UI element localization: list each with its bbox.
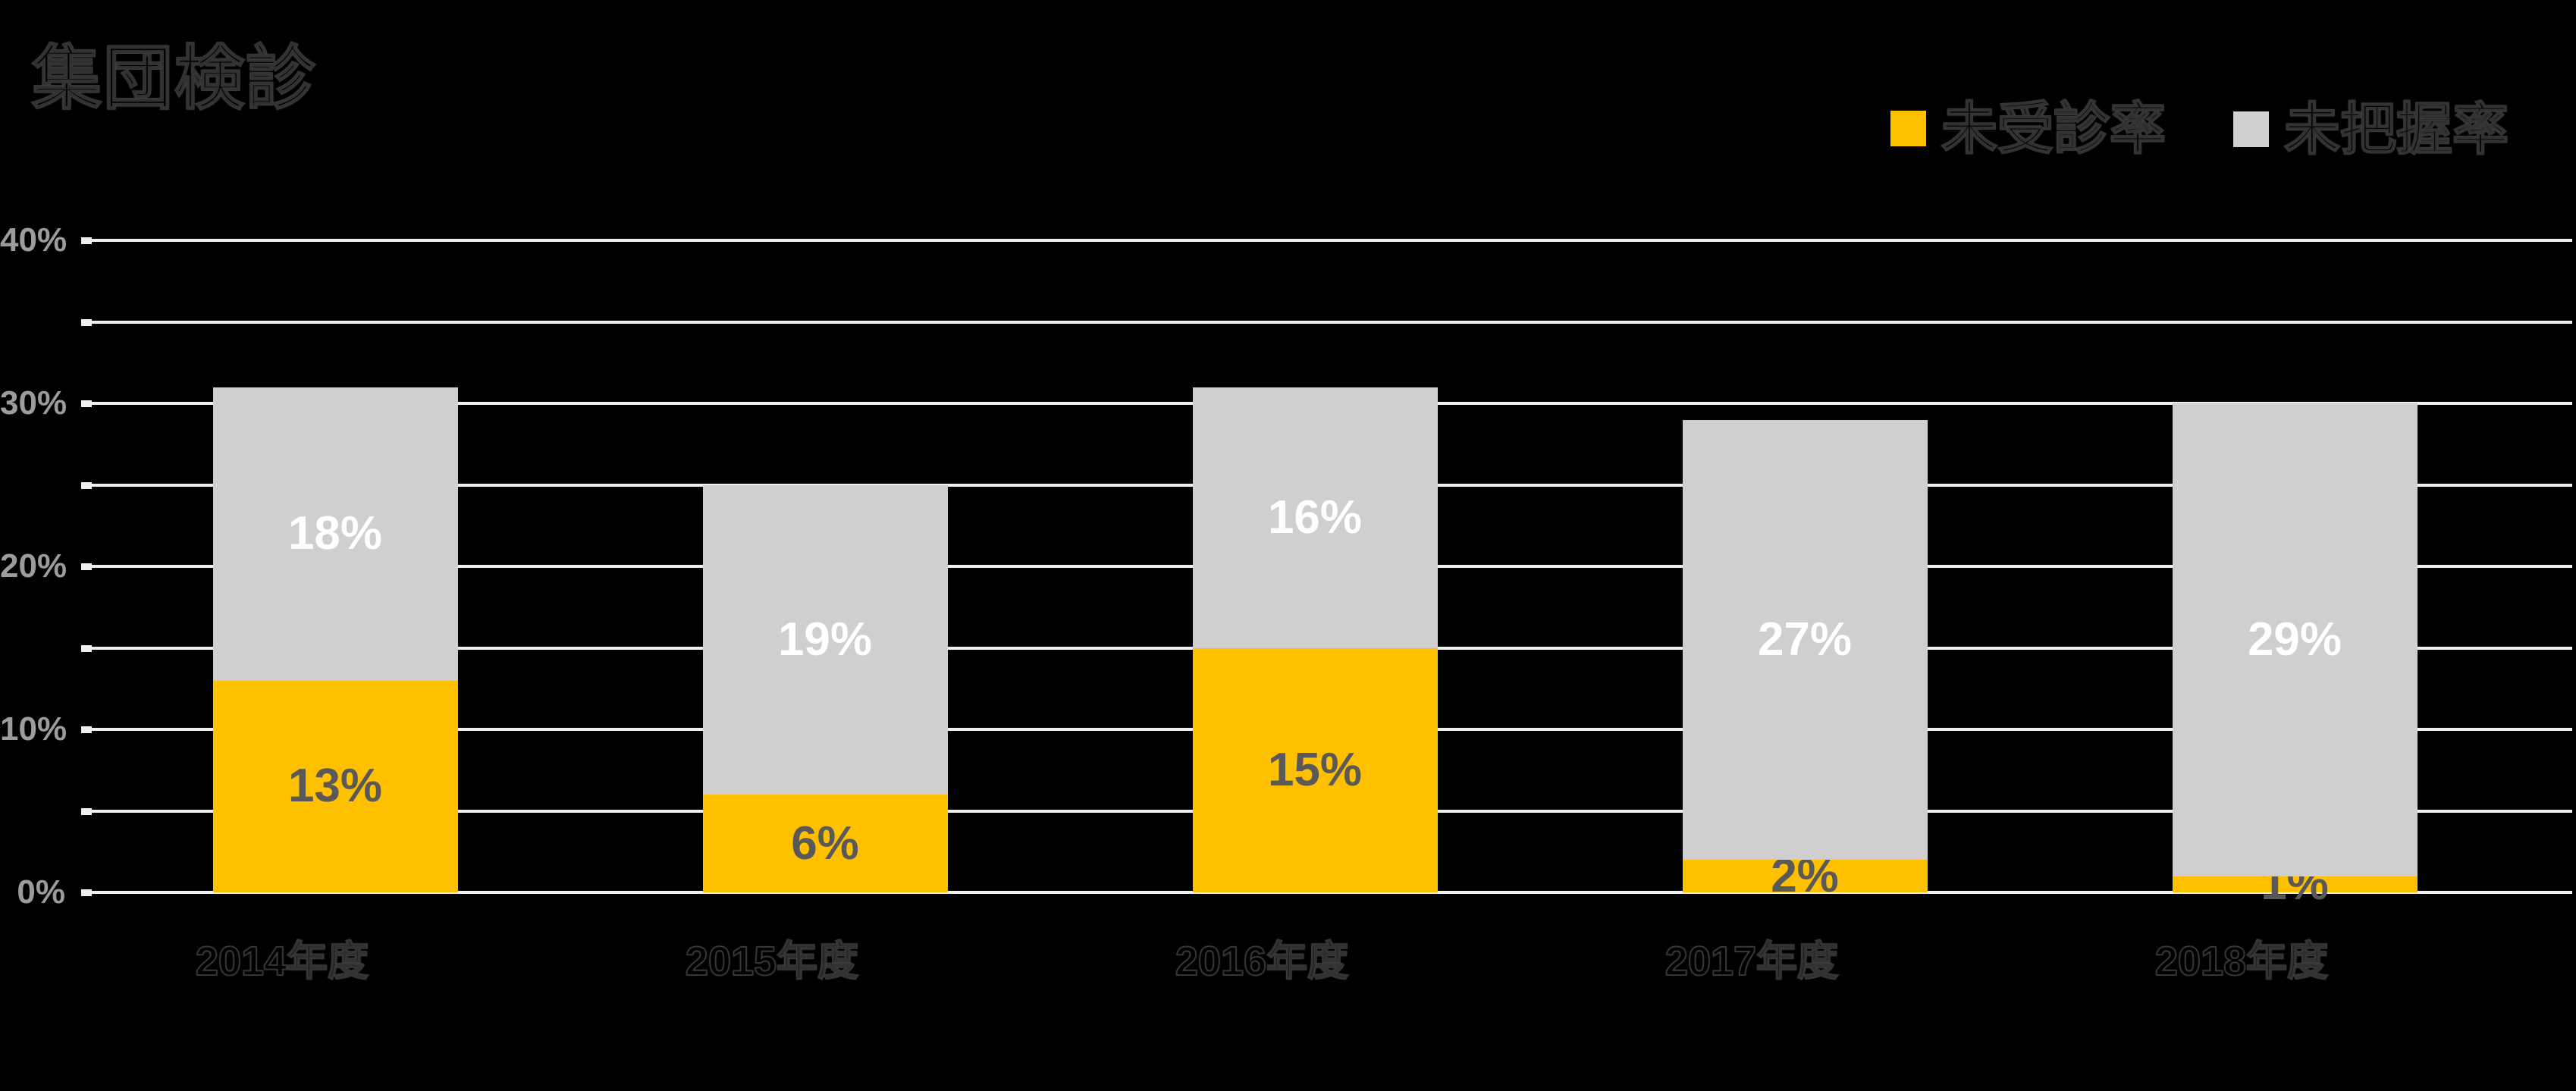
x-axis-line <box>90 891 2572 894</box>
y-axis-tick <box>81 237 92 244</box>
y-axis-tick-label: 0% <box>17 873 65 911</box>
bar-value-label: 15% <box>1267 743 1363 796</box>
bar-segment-unexamined <box>2172 876 2418 892</box>
x-axis-category-label: 2014年度 <box>195 939 369 984</box>
y-axis-tick-label: 30% <box>0 384 67 422</box>
bar-segment-unexamined <box>212 680 458 892</box>
legend-item-unascertained-rate: 未把握率 <box>2233 100 2509 158</box>
x-axis-category-label: 2015年度 <box>685 939 859 984</box>
bar-value-label: 27% <box>1757 613 1853 666</box>
y-axis-tick <box>81 889 92 896</box>
y-axis-tick-label: 20% <box>0 547 67 585</box>
bar-value-label: 16% <box>1267 491 1363 544</box>
bar-segment-unexamined <box>1682 860 1928 892</box>
y-axis-tick-label: 40% <box>0 221 67 259</box>
gridline <box>90 320 2572 324</box>
legend-swatch-yellow <box>1890 111 1926 146</box>
bar-segment-unexamined <box>702 795 948 892</box>
legend-label-unascertained-rate: 未把握率 <box>2283 97 2509 161</box>
x-axis-category-label: 2018年度 <box>2154 939 2329 984</box>
bar-segment-unascertained <box>1682 419 1928 860</box>
chart-title: 集団検診 <box>31 40 318 118</box>
bar-value-label: 13% <box>287 760 383 813</box>
bar-value-label: 18% <box>287 507 383 560</box>
y-axis-tick <box>81 644 92 652</box>
x-axis-category-label: 2017年度 <box>1665 939 1839 984</box>
bar-segment-unascertained <box>212 387 458 681</box>
bar-value-label: 19% <box>777 613 873 666</box>
gridline <box>90 239 2572 242</box>
y-axis-tick <box>81 400 92 407</box>
x-axis-category-label: 2016年度 <box>1175 939 1349 984</box>
y-axis-tick-label: 10% <box>0 710 67 748</box>
legend-label-unexamined-rate: 未受診率 <box>1941 96 2167 160</box>
bar-segment-unascertained <box>702 484 948 795</box>
y-axis-tick <box>81 726 92 733</box>
y-axis-tick <box>81 318 92 326</box>
bar-segment-unexamined <box>1192 647 1438 892</box>
bar-segment-unascertained <box>2172 403 2418 876</box>
legend-swatch-gray <box>2233 111 2269 147</box>
legend-item-unexamined-rate: 未受診率 <box>1890 99 2167 157</box>
y-axis-tick <box>81 563 92 570</box>
bar-value-label: 2% <box>1771 849 1839 902</box>
y-axis-tick <box>81 481 92 489</box>
bar-segment-unascertained <box>1192 387 1438 648</box>
bar-value-label: 6% <box>791 817 859 870</box>
bar-value-label: 29% <box>2247 613 2342 666</box>
y-axis-tick <box>81 807 92 815</box>
